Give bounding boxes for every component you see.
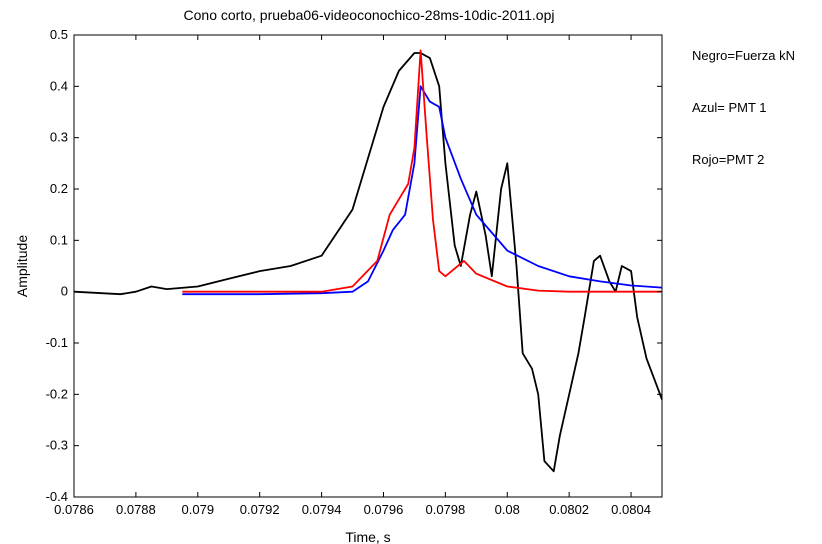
y-tick-label: 0.1: [50, 232, 68, 247]
y-tick-label: 0.5: [50, 27, 68, 42]
annotation-notes: Negro=Fuerza kN Azul= PMT 1 Rojo=PMT 2: [692, 48, 822, 204]
plot-area: [73, 34, 663, 498]
x-tick-label: 0.079: [182, 502, 215, 517]
tick-layer: 0.0786 0.0788 0.079 0.0792 0.0794 0.0796 0.079…: [46, 27, 662, 517]
y-tick-label: -0.3: [46, 438, 68, 453]
x-tick-label: 0.0798: [425, 502, 465, 517]
note-blue-pmt1: Azul= PMT 1: [692, 100, 767, 115]
y-tick-label: 0.4: [50, 78, 68, 93]
series-line-1: [182, 85, 663, 296]
x-tick-label: 0.08: [495, 502, 520, 517]
y-tick-label: 0.3: [50, 130, 68, 145]
y-tick-label: -0.2: [46, 386, 68, 401]
x-tick-label: 0.0792: [240, 502, 280, 517]
x-tick-label: 0.0788: [116, 502, 156, 517]
y-tick-label: -0.1: [46, 335, 68, 350]
x-tick-label: 0.0794: [302, 502, 342, 517]
x-axis-title: Time, s: [345, 529, 390, 544]
x-tick-label: 0.0802: [549, 502, 589, 517]
x-tick-label: 0.0796: [364, 502, 404, 517]
y-tick-label: 0: [61, 284, 68, 299]
y-tick-label: 0.2: [50, 181, 68, 196]
y-tick-label: -0.4: [46, 489, 68, 504]
x-tick-label: 0.0804: [611, 502, 651, 517]
y-axis-title: Amplitude: [14, 235, 30, 297]
note-black-force: Negro=Fuerza kN: [692, 48, 795, 63]
series-line-2: [182, 49, 662, 293]
x-tick-label: 0.0786: [54, 502, 94, 517]
series-line-0: [73, 52, 663, 473]
chart-title: Cono corto, prueba06-videoconochico-28ms…: [184, 7, 555, 23]
note-red-pmt2: Rojo=PMT 2: [692, 152, 765, 167]
series-layer: [73, 49, 663, 473]
